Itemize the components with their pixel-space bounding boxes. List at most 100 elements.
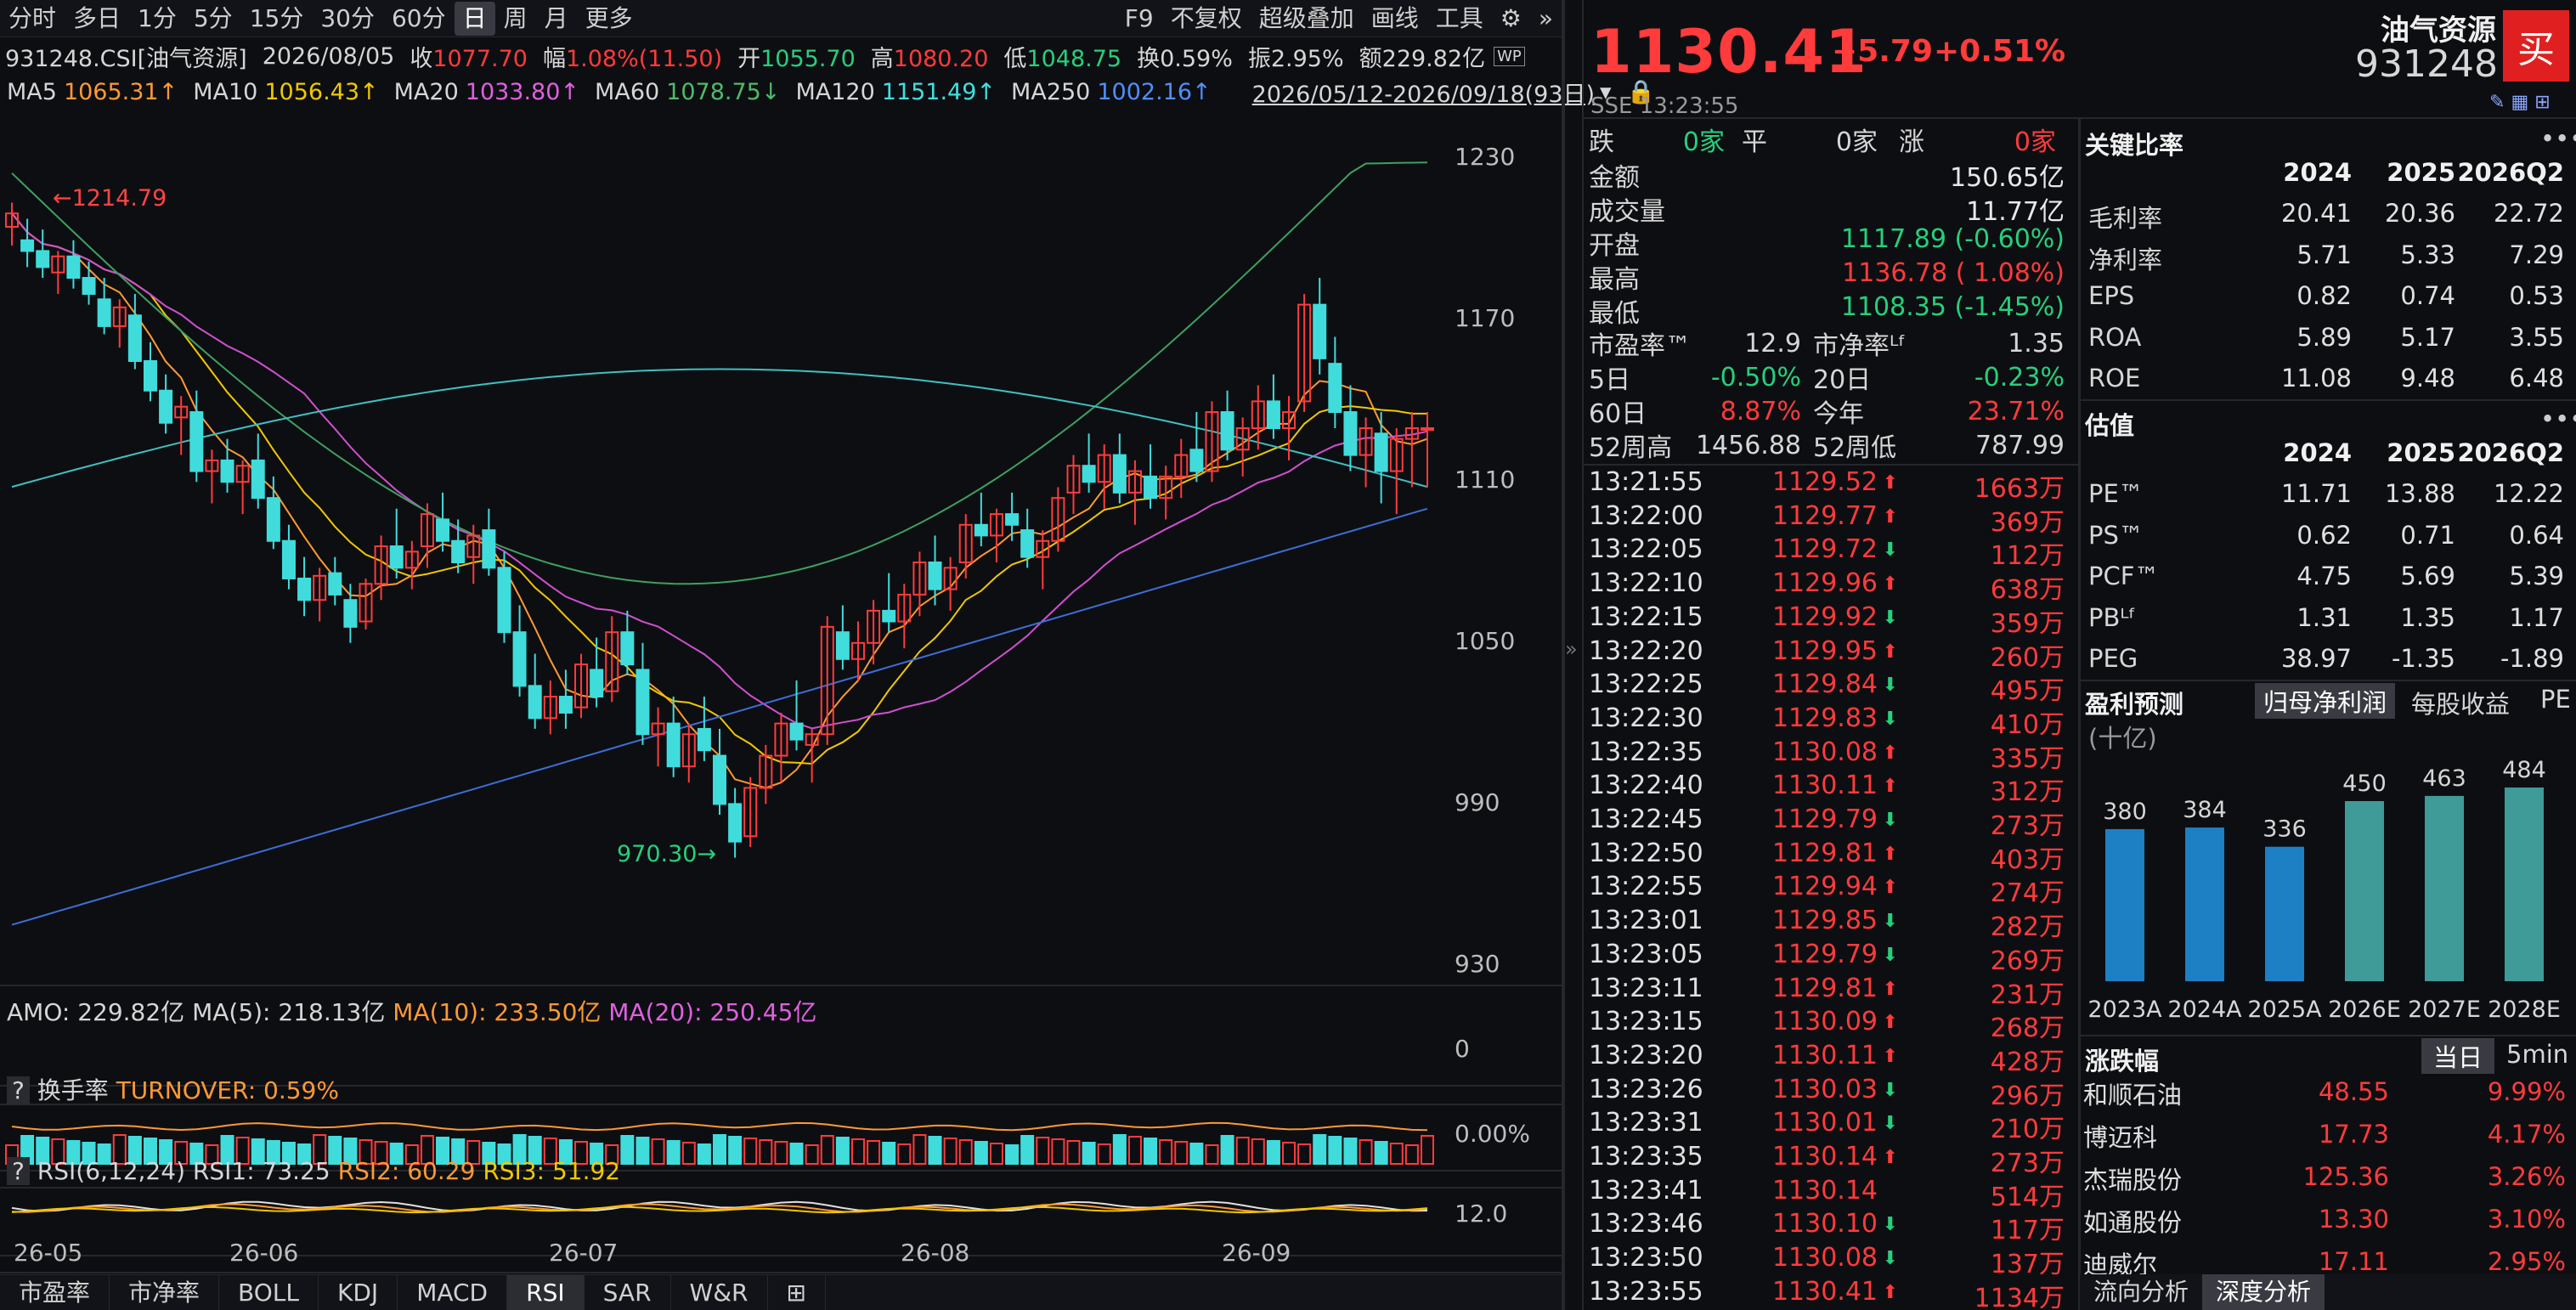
stat-label: 最高 <box>1589 265 1640 295</box>
forecast-bar <box>2105 828 2144 981</box>
5d-20d-row: 5日 -0.50% 20日 -0.23% <box>1589 360 2065 396</box>
d60-value: 8.87% <box>1720 396 1801 426</box>
movers-tab-5min[interactable]: 5min <box>2506 1040 2569 1069</box>
tick-price: 1130.08 <box>1771 1243 1878 1273</box>
stat-value: 11.77亿 <box>1966 197 2065 227</box>
period-tab-month[interactable]: 月 <box>544 3 568 32</box>
pb-label: 市净率ᴸᶠ <box>1813 331 1907 361</box>
h52-label: 52周高 <box>1589 433 1673 463</box>
draw-button[interactable]: 画线 <box>1370 3 1419 32</box>
tick-price: 1129.72 <box>1771 534 1878 565</box>
f9-button[interactable]: F9 <box>1124 3 1154 32</box>
forecast-tab-eps[interactable]: 每股收益 <box>2411 690 2511 719</box>
period-tab-5min[interactable]: 5分 <box>193 3 233 32</box>
valuation-row-label: PCF™ <box>2088 562 2160 590</box>
tab-kdj[interactable]: KDJ <box>319 1274 398 1310</box>
valuation-cell: 12.22 <box>2493 479 2564 508</box>
tick-price: 1129.85 <box>1771 906 1878 936</box>
kline-chart[interactable] <box>0 109 1562 1274</box>
tab-flow-analysis[interactable]: 流向分析 <box>2093 1278 2189 1306</box>
l52-value: 787.99 <box>1975 430 2065 460</box>
close-value: 1077.70 <box>432 45 528 72</box>
tab-pb[interactable]: 市净率 <box>110 1274 220 1310</box>
mover-price: 48.55 <box>2318 1077 2389 1106</box>
tick-row: 13:23:20 1130.11 ⬆ 428万 <box>1589 1041 2065 1077</box>
lock-icon[interactable]: 🔒 <box>1626 79 1656 105</box>
volume-bar <box>112 1134 127 1165</box>
key-ratios-cell: 5.89 <box>2296 322 2352 352</box>
volume-bar <box>958 1139 973 1165</box>
tick-price: 1129.95 <box>1771 635 1878 666</box>
tools-button[interactable]: 工具 <box>1435 3 1483 32</box>
tick-price: 1130.11 <box>1771 771 1878 801</box>
volume-bar <box>897 1143 912 1165</box>
buy-button[interactable]: 买 <box>2503 10 2569 82</box>
tick-volume: 428万 <box>1990 1047 2065 1077</box>
grid-icon[interactable]: ▦ <box>2511 92 2529 113</box>
tab-boll[interactable]: BOLL <box>219 1274 319 1310</box>
volume-bar <box>235 1137 250 1165</box>
candle-body <box>389 545 404 569</box>
tick-price: 1130.03 <box>1771 1074 1878 1104</box>
period-tab-day[interactable]: 日 <box>454 1 495 36</box>
movers-tab-today[interactable]: 当日 <box>2421 1038 2495 1074</box>
volume-bar <box>220 1135 234 1165</box>
turnover-legend: ? 换手率 TURNOVER: 0.59% <box>7 1072 339 1106</box>
tab-sar[interactable]: SAR <box>585 1274 671 1310</box>
date-range-selector[interactable]: 2026/05/12-2026/09/18(93日) <box>1251 81 1596 108</box>
tick-price: 1129.96 <box>1771 568 1878 599</box>
period-tab-30min[interactable]: 30分 <box>320 3 375 32</box>
rsi3-label: RSI3: 51.92 <box>483 1157 621 1185</box>
candle-body <box>143 360 157 392</box>
double-chevron-right-icon[interactable]: » <box>1538 3 1553 32</box>
help-icon[interactable]: ? <box>7 1076 30 1104</box>
tab-pe[interactable]: 市盈率 <box>0 1274 110 1310</box>
adjust-button[interactable]: 不复权 <box>1170 3 1242 32</box>
volume-bar <box>605 1144 619 1165</box>
tick-row: 13:23:41 1130.14 514万 <box>1589 1176 2065 1212</box>
overlay-button[interactable]: 超级叠加 <box>1258 3 1354 32</box>
tick-row: 13:23:05 1129.79 ⬇ 269万 <box>1589 940 2065 976</box>
period-tab-multiday[interactable]: 多日 <box>73 3 121 32</box>
period-tab-more[interactable]: 更多 <box>585 3 633 32</box>
period-tab-week[interactable]: 周 <box>503 3 528 32</box>
up-count: 0家 <box>2014 127 2056 157</box>
tick-time: 13:22:30 <box>1589 703 1703 733</box>
candle-body <box>574 663 589 709</box>
edit-icon[interactable]: ✎ <box>2489 92 2505 113</box>
down-arrow-icon: ⬇ <box>1882 539 1898 562</box>
tick-price: 1130.14 <box>1771 1142 1878 1172</box>
period-tab-60min[interactable]: 60分 <box>391 3 446 32</box>
price-axis-label: 1230 <box>1455 143 1516 171</box>
volume-bar <box>805 1144 819 1165</box>
dropdown-icon[interactable]: ▾ <box>1600 78 1612 105</box>
candle-body <box>1097 454 1111 483</box>
tab-wr[interactable]: W&R <box>671 1274 768 1310</box>
stat-label: 开盘 <box>1589 231 1640 261</box>
tab-depth-analysis[interactable]: 深度分析 <box>2202 1274 2325 1310</box>
gear-icon[interactable]: ⚙ <box>1500 3 1522 32</box>
forecast-tab-pe[interactable]: PE <box>2540 685 2571 714</box>
tab-macd[interactable]: MACD <box>398 1274 508 1310</box>
volume-bar <box>497 1143 511 1165</box>
candle-body <box>697 727 711 752</box>
collapse-toggle-icon[interactable]: » <box>1565 637 1578 661</box>
forecast-tab-netprofit[interactable]: 归母净利润 <box>2255 683 2396 719</box>
candle-body <box>1174 454 1189 477</box>
candle-body <box>1112 454 1127 494</box>
period-tab-15min[interactable]: 15分 <box>249 3 304 32</box>
add-tab-icon[interactable]: ⊞ <box>768 1274 826 1310</box>
candle-body <box>1374 432 1388 472</box>
wp-icon[interactable]: WP <box>1494 46 1525 66</box>
plus-icon[interactable]: ⊞ <box>2534 92 2551 113</box>
tab-rsi[interactable]: RSI <box>507 1274 585 1310</box>
help-icon[interactable]: ? <box>7 1157 30 1185</box>
period-tab-1min[interactable]: 1分 <box>138 3 177 32</box>
volume-bar <box>174 1141 189 1165</box>
valuation-row-label: PS™ <box>2088 520 2144 550</box>
period-tab-fenshi[interactable]: 分时 <box>8 3 57 32</box>
key-ratios-cell: 9.48 <box>2400 364 2455 392</box>
key-ratios-row-label: ROA <box>2088 322 2142 352</box>
volume-bar <box>359 1139 373 1165</box>
